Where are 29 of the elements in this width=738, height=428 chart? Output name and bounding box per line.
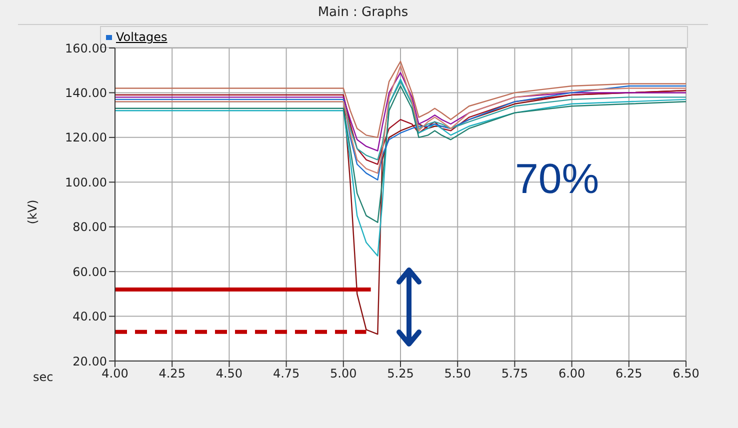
x-tick-label: 5.00 — [330, 366, 357, 381]
x-tick-label: 6.00 — [558, 366, 586, 381]
line-series — [115, 90, 686, 165]
y-tick-label: 140.00 — [65, 86, 107, 100]
y-tick-label: 40.00 — [72, 310, 107, 324]
line-series — [115, 85, 686, 223]
x-tick-label: 4.75 — [272, 366, 300, 381]
chart-title: Main : Graphs — [18, 2, 708, 25]
y-tick-label: 60.00 — [72, 264, 107, 279]
line-series — [115, 72, 686, 152]
y-tick-label: 100.00 — [65, 175, 107, 190]
legend-title: Voltages — [116, 29, 168, 46]
line-series — [115, 60, 686, 138]
x-tick-label: 4.50 — [216, 366, 243, 381]
x-tick-label: 4.00 — [102, 366, 128, 381]
x-tick-label: 6.25 — [616, 366, 642, 381]
x-tick-label: 5.50 — [444, 366, 471, 381]
y-axis-title: (kV) — [25, 200, 40, 224]
annotation: 70% — [515, 155, 600, 203]
y-tick-label: 20.00 — [72, 354, 107, 368]
x-tick-label: 5.75 — [501, 366, 528, 381]
x-axis-title: sec — [33, 370, 54, 384]
y-tick-label: 120.00 — [65, 130, 107, 145]
line-series — [115, 78, 686, 257]
y-tick-label: 160.00 — [65, 41, 107, 56]
x-tick-label: 5.25 — [387, 366, 414, 381]
x-tick-label: 4.25 — [158, 366, 186, 381]
y-tick-label: 80.00 — [72, 220, 107, 234]
x-tick-label: 6.50 — [672, 366, 700, 381]
